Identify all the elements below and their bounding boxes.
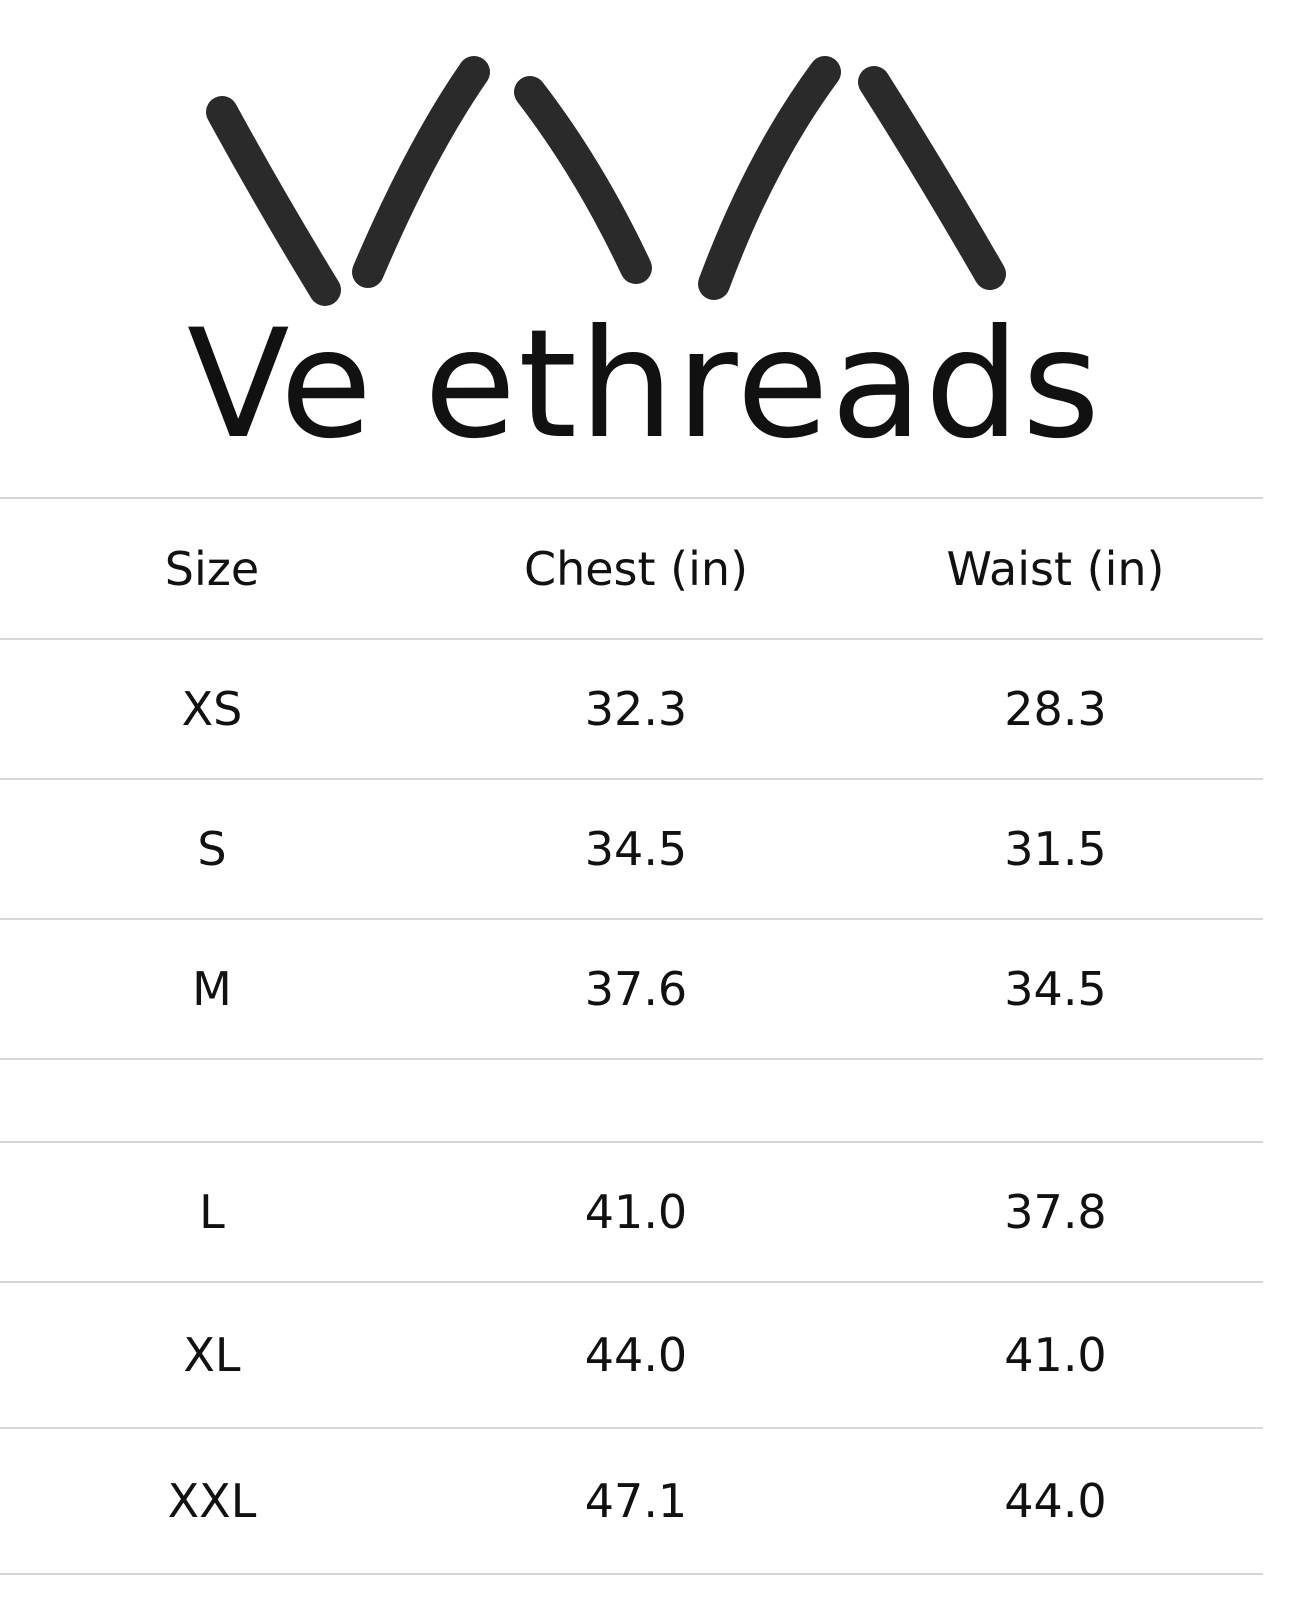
logo-stroke: [858, 66, 1006, 290]
chest-cell: 32.3: [424, 638, 848, 780]
size-cell: XL: [0, 1281, 424, 1429]
table-row: XL 44.0 41.0: [0, 1281, 1263, 1429]
logo-stroke: [206, 96, 341, 306]
chest-cell: 47.1: [424, 1427, 848, 1575]
waist-cell: 28.3: [848, 638, 1263, 780]
size-cell: XS: [0, 638, 424, 780]
table-row: S 34.5 31.5: [0, 778, 1263, 920]
chest-cell: 44.0: [424, 1281, 848, 1429]
waist-cell: 37.8: [848, 1141, 1263, 1283]
size-cell: XXL: [0, 1427, 424, 1575]
header-waist: Waist (in): [848, 497, 1263, 640]
chest-cell: 34.5: [424, 778, 848, 920]
table-row: XS 32.3 28.3: [0, 638, 1263, 780]
waist-cell: [848, 1058, 1263, 1143]
table-row-empty: [0, 1058, 1263, 1143]
size-cell: L: [0, 1141, 424, 1283]
chest-cell: 37.6: [424, 918, 848, 1060]
table-header-row: Size Chest (in) Waist (in): [0, 497, 1263, 640]
table-row: XXL 47.1 44.0: [0, 1427, 1263, 1575]
logo-stroke: [514, 76, 652, 284]
chest-cell: [424, 1058, 848, 1143]
logo-mark-icon: [206, 56, 1006, 306]
size-cell: [0, 1058, 424, 1143]
size-cell: S: [0, 778, 424, 920]
waist-cell: 41.0: [848, 1281, 1263, 1429]
header-chest: Chest (in): [424, 497, 848, 640]
header-size: Size: [0, 497, 424, 640]
logo-stroke: [352, 56, 490, 288]
waist-cell: 34.5: [848, 918, 1263, 1060]
table-row: M 37.6 34.5: [0, 918, 1263, 1060]
brand-name: Ve ethreads: [186, 298, 1103, 472]
chest-cell: 41.0: [424, 1141, 848, 1283]
size-cell: M: [0, 918, 424, 1060]
waist-cell: 31.5: [848, 778, 1263, 920]
waist-cell: 44.0: [848, 1427, 1263, 1575]
table-row: L 41.0 37.8: [0, 1141, 1263, 1283]
logo-stroke: [698, 56, 841, 300]
